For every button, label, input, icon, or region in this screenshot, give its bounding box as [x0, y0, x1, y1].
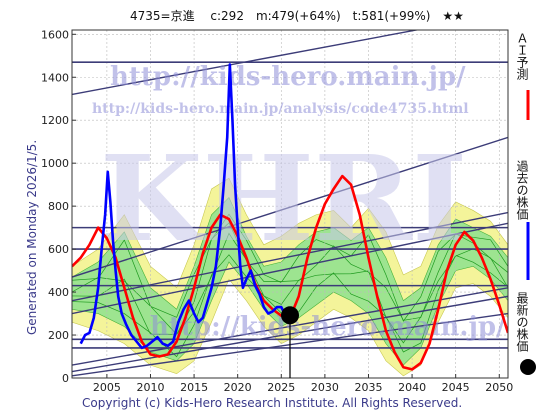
y-tick-label: 1600: [41, 28, 69, 41]
trend-line: [72, 30, 421, 96]
y-tick-label: 400: [48, 286, 69, 299]
legend-label: 過去の株価: [515, 160, 529, 220]
y-tick-label: 1400: [41, 71, 69, 84]
watermark-url-bottom: http://kids-hero.main.jp/: [150, 312, 506, 342]
latest-price-marker: [281, 306, 299, 378]
forecast-strand: [72, 232, 508, 344]
legend-swatch: [520, 359, 536, 375]
trend-line: [72, 136, 508, 278]
axes: 2005 2010 2015 2020 2025 2030 2035 2040 2045 2050…: [41, 28, 513, 394]
watermark-logo: KHRI: [100, 129, 467, 268]
x-tick-label: 2005: [93, 381, 121, 394]
generated-label: Generated on Monday 2026/1/5.: [25, 140, 39, 335]
forecast-strand: [72, 222, 508, 335]
x-tick-label: 2010: [136, 381, 164, 394]
y-tick-label: 600: [48, 243, 69, 256]
past-price-line: [79, 63, 287, 350]
x-tick-label: 2025: [267, 381, 295, 394]
y-tick-label: 800: [48, 200, 69, 213]
x-tick-label: 2020: [224, 381, 252, 394]
x-tick-label: 2015: [180, 381, 208, 394]
x-tick-label: 2050: [485, 381, 513, 394]
trend-line: [72, 222, 508, 315]
forecast-strand: [72, 254, 508, 358]
watermark-url-main: http://kids-hero.main.jp/: [110, 62, 466, 92]
watermark: KHRI http://kids-hero.main.jp/ http://ki…: [92, 62, 506, 342]
legend-label: ＡＩ予測: [515, 32, 529, 81]
trend-line: [72, 211, 508, 302]
y-tick-label: 0: [62, 372, 69, 385]
x-tick-label: 2045: [442, 381, 470, 394]
x-tick-label: 2035: [354, 381, 382, 394]
x-tick-label: 2030: [311, 381, 339, 394]
watermark-url-analysis: http://kids-hero.main.jp/analysis/code47…: [92, 101, 469, 117]
copyright-footer: Copyright (c) Kids-Hero Research Institu…: [82, 396, 462, 410]
y-tick-label: 1200: [41, 114, 69, 127]
chart-title: 4735=京進 c:292 m:479(+64%) t:581(+99%) ★★: [130, 9, 464, 23]
latest-price-dot: [281, 306, 299, 325]
y-tick-label: 200: [48, 329, 69, 342]
y-tick-label: 1000: [41, 157, 69, 170]
x-tick-label: 2040: [398, 381, 426, 394]
legend-label: 最新の株価: [515, 292, 529, 352]
